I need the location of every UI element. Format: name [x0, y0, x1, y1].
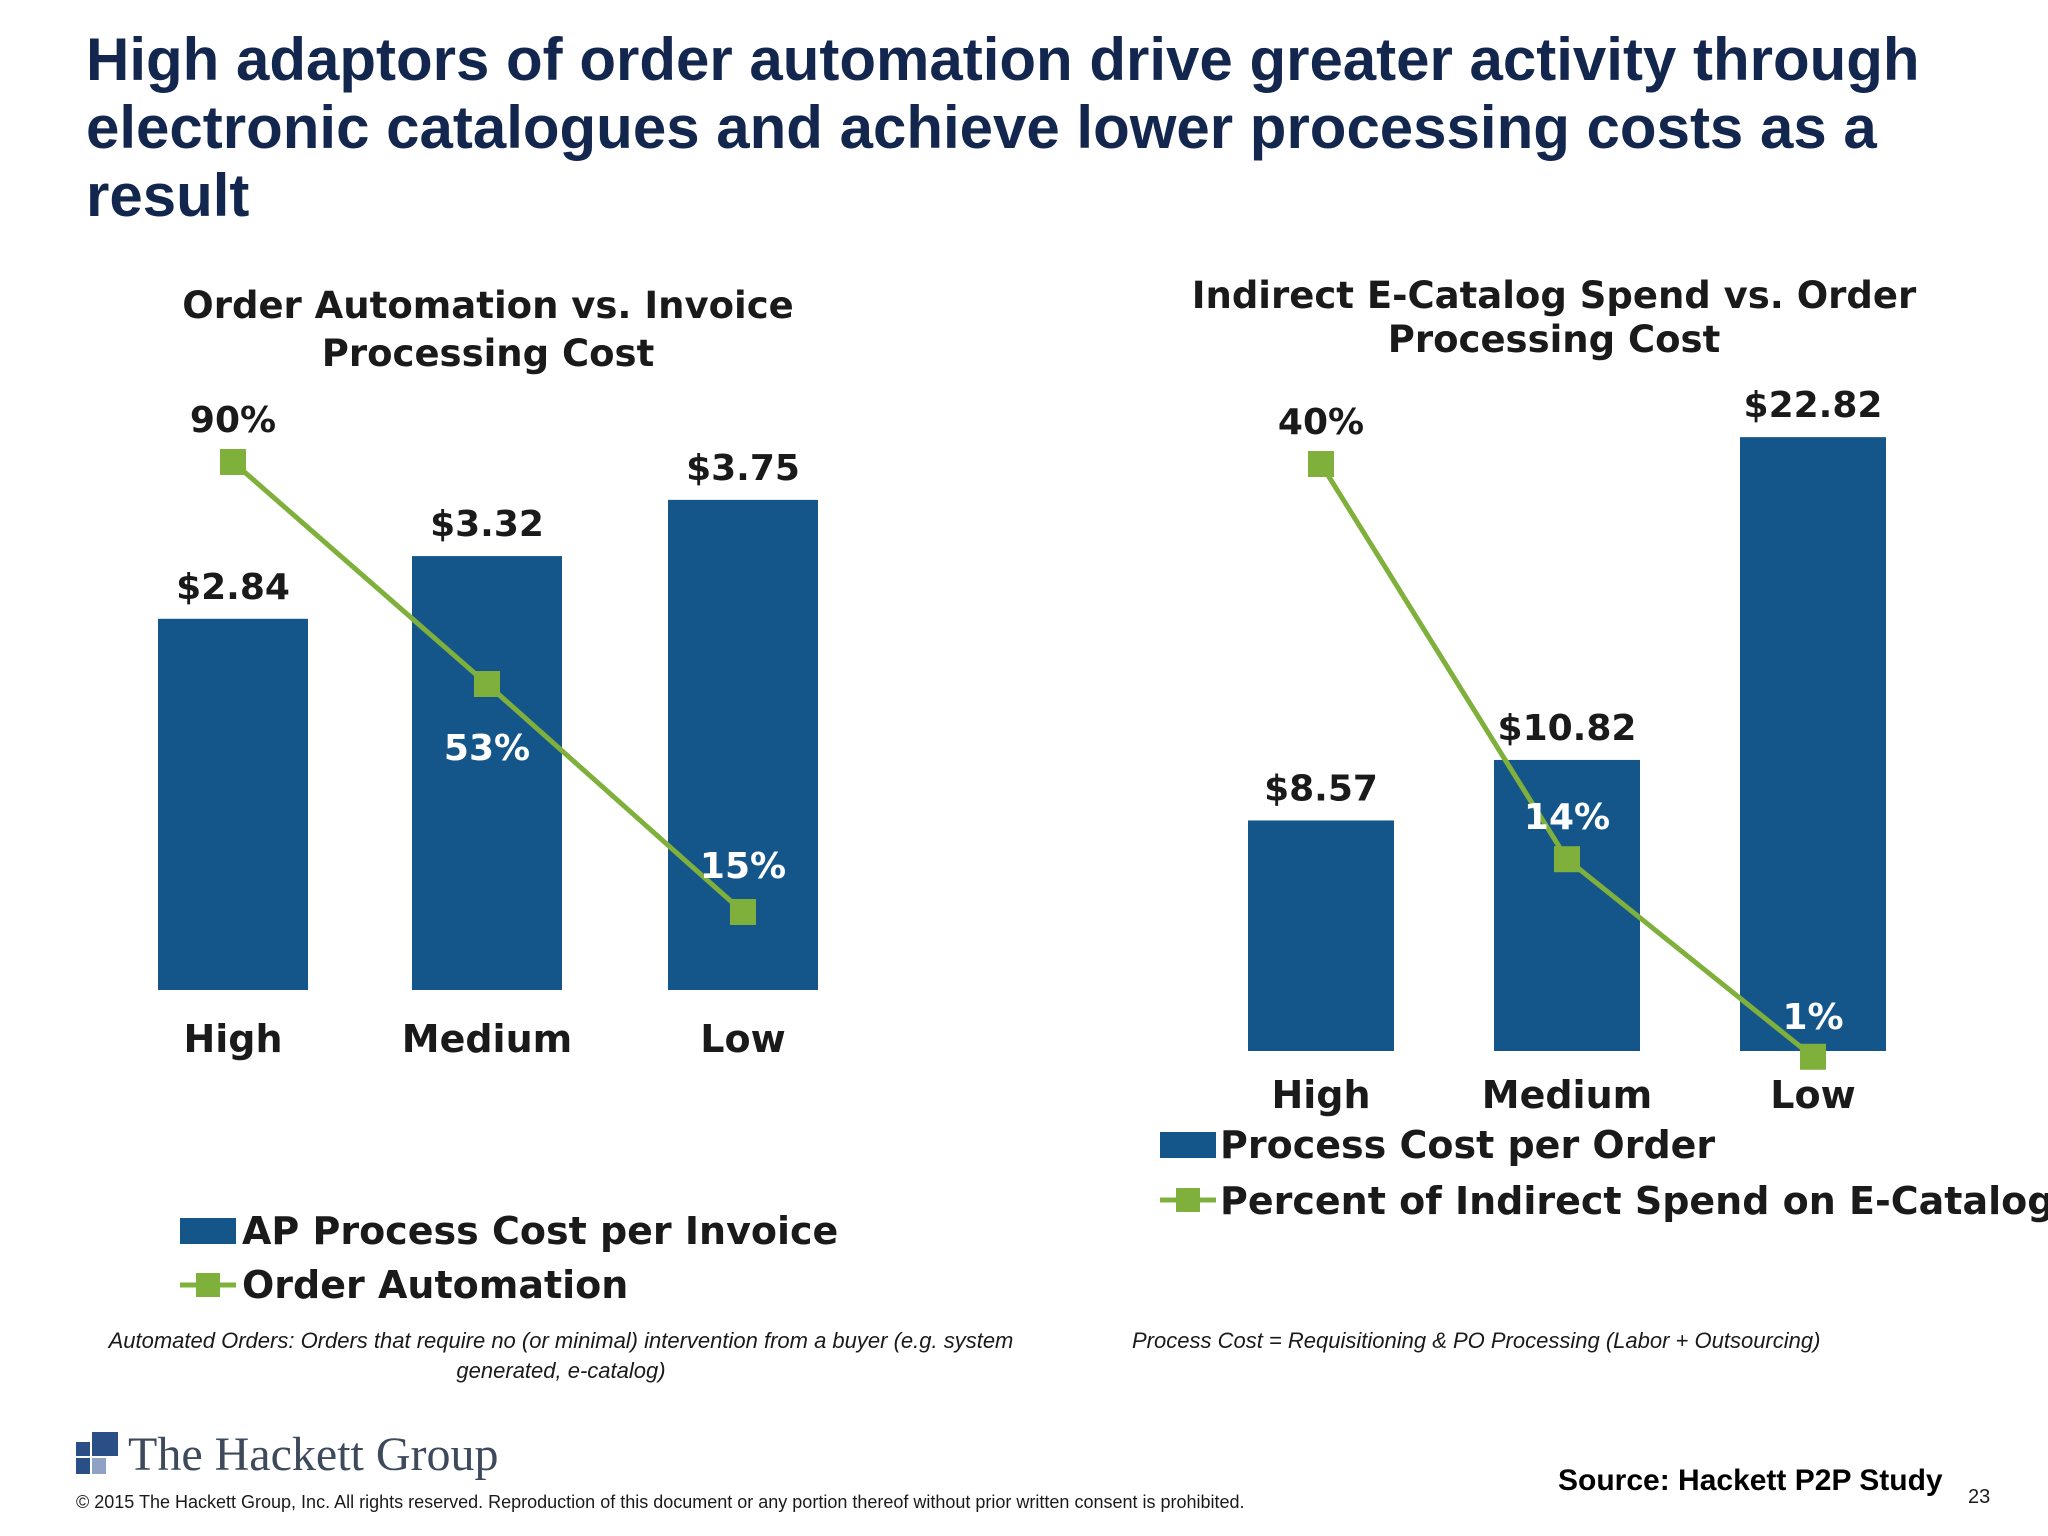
hackett-logo: The Hackett Group	[76, 1424, 499, 1484]
logo-text: The Hackett Group	[128, 1427, 499, 1481]
chart2-title-line1: Indirect E-Catalog Spend vs. Order	[1192, 274, 1917, 317]
chart1-legend-line-marker	[196, 1273, 220, 1297]
c2-category-low: Low	[1770, 1073, 1855, 1117]
chart1-title-line2: Processing Cost	[322, 332, 655, 375]
page-number: 23	[1968, 1486, 1991, 1508]
chart1-legend-bar-label: AP Process Cost per Invoice	[242, 1209, 838, 1253]
c2-line-marker-high	[1308, 451, 1334, 477]
chart2-legend-line-label: Percent of Indirect Spend on E-Catalog	[1220, 1179, 2048, 1223]
c2-category-medium: Medium	[1482, 1073, 1652, 1117]
chart-order-automation: Order Automation vs. Invoice Processing …	[158, 284, 838, 1307]
c2-line-label-high: 40%	[1278, 402, 1364, 443]
c2-bar-label-low: $22.82	[1744, 385, 1883, 426]
c1-bar-label-low: $3.75	[686, 448, 800, 489]
c1-line-label-low: 15%	[700, 846, 786, 887]
chart1-title-line1: Order Automation vs. Invoice	[182, 284, 793, 327]
copyright-notice: © 2015 The Hackett Group, Inc. All right…	[76, 1492, 1245, 1512]
c1-category-high: High	[183, 1017, 282, 1061]
chart1-legend-line-label: Order Automation	[242, 1263, 628, 1307]
chart-ecatalog-spend: Indirect E-Catalog Spend vs. Order Proce…	[1160, 274, 2048, 1223]
c1-bar-medium	[412, 556, 562, 990]
c2-line-marker-medium	[1554, 846, 1580, 873]
c2-bar-medium	[1494, 759, 1640, 1051]
chart1-legend-bar-swatch	[180, 1218, 236, 1244]
chart2-title-line2: Processing Cost	[1388, 318, 1721, 361]
chart2-legend-bar-label: Process Cost per Order	[1220, 1123, 1715, 1167]
c2-bar-low	[1740, 437, 1886, 1052]
c1-line-label-medium: 53%	[444, 728, 530, 769]
footnote-automated-orders: Automated Orders: Orders that require no…	[108, 1328, 1014, 1383]
slide-title: High adaptors of order automation drive …	[86, 26, 1920, 229]
source-citation: Source: Hackett P2P Study	[1558, 1464, 1943, 1497]
c1-category-low: Low	[700, 1017, 785, 1061]
footnote-process-cost: Process Cost = Requisitioning & PO Proce…	[1132, 1328, 1821, 1353]
c2-line-marker-low	[1800, 1043, 1826, 1070]
c1-line-label-high: 90%	[190, 400, 276, 441]
c2-line-label-low: 1%	[1782, 997, 1843, 1038]
c1-line-marker-low	[730, 899, 756, 925]
c1-bar-label-high: $2.84	[176, 567, 290, 608]
chart2-legend-bar-swatch	[1160, 1132, 1216, 1158]
c2-bar-label-high: $8.57	[1264, 768, 1378, 809]
c2-bar-high	[1248, 820, 1394, 1051]
chart2-legend-line-marker	[1176, 1188, 1200, 1212]
c1-category-medium: Medium	[402, 1017, 572, 1061]
c1-bar-label-medium: $3.32	[430, 504, 544, 545]
c1-bar-high	[158, 618, 308, 990]
c1-line-marker-medium	[474, 671, 500, 697]
c1-line-marker-high	[220, 449, 246, 475]
c2-category-high: High	[1271, 1073, 1370, 1117]
c2-line-label-medium: 14%	[1524, 797, 1610, 838]
hackett-logo-icon	[76, 1432, 120, 1476]
c2-bar-label-medium: $10.82	[1498, 708, 1637, 749]
